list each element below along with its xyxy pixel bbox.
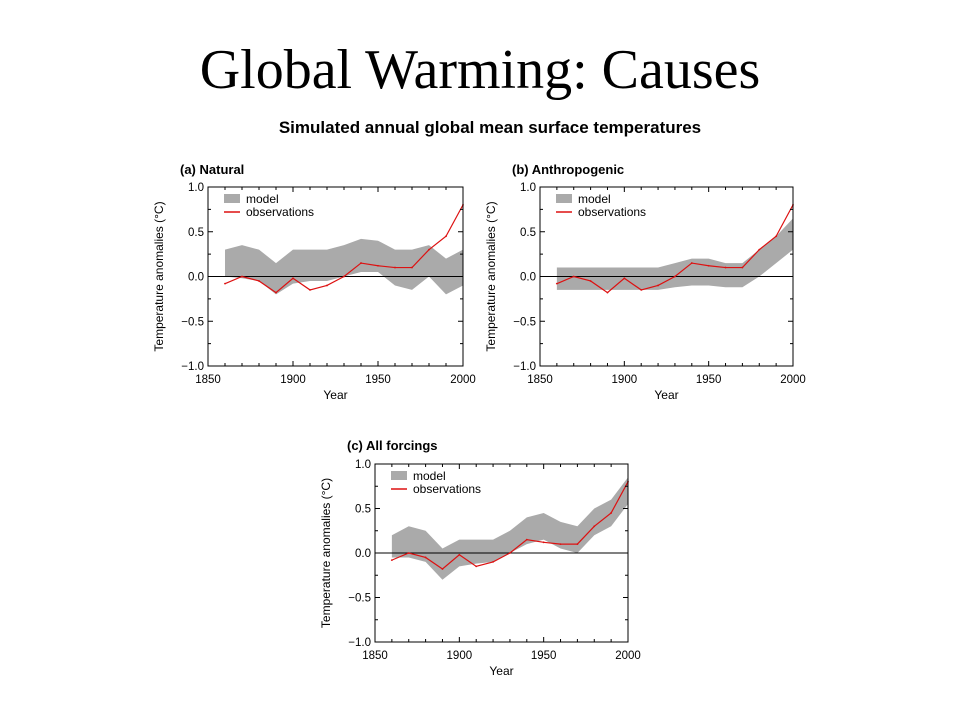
observation-point [576, 543, 579, 545]
observation-point [509, 552, 511, 554]
legend-label: observations [246, 205, 314, 219]
observation-point [674, 275, 676, 278]
observation-point [428, 248, 430, 251]
observation-point [707, 264, 710, 267]
observation-point [589, 280, 592, 282]
y-tick-label: −1.0 [181, 361, 204, 373]
observation-point [555, 282, 558, 285]
legend-label: model [246, 192, 279, 206]
x-tick-label: 1950 [696, 374, 722, 386]
observation-point [640, 289, 643, 291]
y-tick-label: 1.0 [520, 182, 536, 194]
observation-point [593, 525, 596, 528]
observation-point [559, 543, 562, 545]
observation-point [458, 553, 461, 556]
y-tick-label: 0.0 [520, 272, 536, 284]
legend-model-swatch [556, 194, 572, 203]
y-tick-label: −0.5 [181, 316, 204, 328]
legend-label: observations [578, 205, 646, 219]
legend-label: observations [413, 482, 481, 496]
observation-point [492, 561, 494, 563]
observation-point [441, 568, 444, 570]
y-axis-label: Temperature anomalies (°C) [484, 201, 498, 351]
y-tick-label: 0.5 [355, 504, 371, 516]
slide-title: Global Warming: Causes [199, 39, 761, 101]
figure-title: Simulated annual global mean surface tem… [278, 118, 702, 137]
observation-point [657, 284, 659, 287]
y-tick-label: 0.0 [188, 272, 204, 284]
panel-title: (b) Anthropogenic [512, 162, 624, 177]
chart-panel-2: (c) All forcings 1850 1900 1950 2000 1.0 0.5 0.… [319, 438, 641, 678]
x-axis-label: Year [323, 388, 347, 402]
x-tick-label: 1850 [195, 374, 221, 386]
x-tick-label: 1950 [531, 650, 557, 662]
observation-point [775, 235, 778, 238]
y-tick-label: −0.5 [513, 316, 536, 328]
observation-point [445, 235, 447, 238]
y-axis-label: Temperature anomalies (°C) [152, 201, 166, 351]
y-tick-label: 0.0 [355, 548, 371, 560]
observation-point [525, 538, 528, 541]
x-tick-label: 2000 [615, 650, 641, 662]
observation-point [606, 291, 609, 294]
observation-point [343, 275, 345, 278]
observation-point [542, 541, 545, 544]
model-band [391, 477, 628, 580]
observation-point [407, 552, 410, 554]
x-tick-label: 1950 [365, 374, 391, 386]
x-axis-label: Year [654, 388, 678, 402]
legend-label: model [578, 192, 611, 206]
y-tick-label: 1.0 [188, 182, 204, 194]
observation-point [275, 291, 277, 294]
observation-point [758, 248, 761, 251]
x-tick-label: 2000 [780, 374, 806, 386]
x-axis-label: Year [489, 664, 513, 678]
observation-point [724, 266, 727, 269]
observation-point [411, 266, 413, 269]
legend-model-swatch [391, 471, 407, 480]
observation-point [623, 277, 626, 280]
x-tick-label: 2000 [450, 374, 476, 386]
observation-point [292, 277, 294, 280]
chart-panel-1: (b) Anthropogenic 1850 1900 1950 2000 1.0 0.5 0… [484, 162, 806, 402]
observation-point [224, 282, 226, 285]
y-tick-label: 1.0 [355, 459, 371, 471]
observation-point [309, 289, 311, 291]
observation-point [377, 264, 379, 267]
x-tick-label: 1900 [280, 374, 306, 386]
y-tick-label: −1.0 [513, 361, 536, 373]
observation-point [258, 280, 260, 282]
y-axis-label: Temperature anomalies (°C) [319, 478, 333, 628]
observation-point [326, 284, 328, 287]
x-tick-label: 1850 [362, 650, 388, 662]
observation-point [610, 512, 613, 514]
observation-point [475, 565, 478, 568]
observation-point [741, 266, 744, 269]
x-tick-label: 1900 [612, 374, 638, 386]
model-band [225, 238, 463, 295]
legend-model-swatch [224, 194, 240, 203]
model-band [556, 218, 793, 290]
observation-point [572, 275, 575, 278]
x-tick-label: 1850 [527, 374, 553, 386]
legend-label: model [413, 469, 446, 483]
y-tick-label: 0.5 [520, 227, 536, 239]
observation-point [394, 266, 396, 269]
observation-point [690, 262, 693, 264]
y-tick-label: −0.5 [348, 593, 371, 605]
observation-point [360, 262, 362, 264]
y-tick-label: −1.0 [348, 637, 371, 649]
observation-point [390, 559, 393, 562]
panel-title: (c) All forcings [347, 438, 438, 453]
y-tick-label: 0.5 [188, 227, 204, 239]
x-tick-label: 1900 [447, 650, 473, 662]
chart-panel-0: (a) Natural 1850 1900 1950 2000 1.0 0.5 0.0 −0.5… [152, 162, 476, 402]
observation-point [241, 275, 243, 278]
panel-title: (a) Natural [180, 162, 244, 177]
observation-point [424, 556, 427, 559]
